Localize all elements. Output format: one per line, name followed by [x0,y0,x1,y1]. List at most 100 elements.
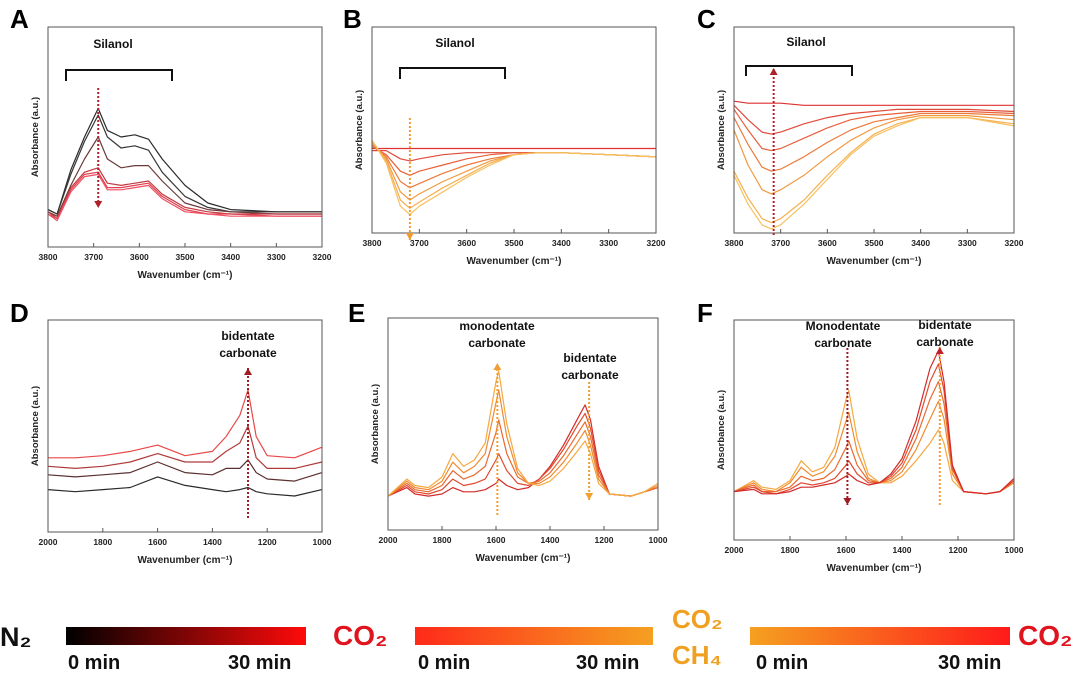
x-tick-label: 1600 [837,545,856,555]
panel-label: E [348,298,365,328]
x-tick-label: 3400 [552,238,571,248]
plot-frame [371,26,657,234]
x-tick-label: 1200 [949,545,968,555]
annotation-label: monodentate [459,319,535,333]
x-tick-label: 3600 [818,238,837,248]
legend-bar2-end: 30 min [576,652,640,674]
legend-co2-left: CO₂ [333,620,388,651]
x-tick-label: 1200 [595,535,614,545]
x-tick-label: 1400 [893,545,912,555]
series-line [733,350,1015,495]
x-tick-label: 1400 [203,537,222,547]
series-line [733,100,1014,106]
x-tick-label: 3400 [911,238,930,248]
legend-ch4-mid: CH₄ [672,640,722,670]
x-tick-label: 3200 [313,252,332,262]
arrow-up-icon [244,368,253,375]
legend-bar2-start: 0 min [418,652,471,674]
panel-a: A 3800 3700 3600 3500 3400 3300 3200 Wavenumber … [10,4,332,281]
series-line [733,116,1015,230]
legend-bar1-start: 0 min [68,652,121,674]
x-tick-label: 1600 [148,537,167,547]
arrow-down-icon [585,493,594,500]
x-tick-label: 3800 [363,238,382,248]
annotation-label: carbonate [814,336,872,350]
series-line [387,389,659,497]
legend-bar-n2-co2 [66,627,306,645]
series-line [47,425,323,469]
panel-label: F [697,298,713,328]
series-line [47,136,322,217]
x-axis-label: Wavenumber (cm⁻¹) [467,256,562,267]
arrow-down-icon [843,498,852,505]
arrow-up-icon [493,363,502,370]
silanol-bracket [399,67,506,79]
x-tick-label: 2000 [39,537,58,547]
annotation-label: Silanol [435,36,474,50]
panel-label: D [10,298,29,328]
arrow-up-icon [769,68,778,75]
x-tick-label: 3300 [958,238,977,248]
x-axis-label: Wavenumber (cm⁻¹) [138,270,233,281]
x-tick-label: 1000 [649,535,668,545]
series-line [387,412,659,497]
series-line [47,114,322,215]
y-axis-label: Absorbance (a.u.) [30,97,41,177]
x-tick-label: 3300 [599,238,618,248]
panel-e: E 2000 1800 1600 1400 1200 1000 Wavenumber (cm⁻… [348,298,668,564]
x-tick-label: 3800 [39,252,58,262]
x-axis-label: Wavenumber (cm⁻¹) [827,563,922,574]
plot-frame [387,317,659,531]
annotation-label: bidentate [221,329,275,343]
annotation-label: bidentate [918,318,972,332]
x-tick-label: 3500 [176,252,195,262]
series-line [48,389,323,459]
x-tick-label: 3600 [457,238,476,248]
series-line [47,173,322,222]
series-line [733,381,1015,495]
x-tick-label: 3600 [130,252,149,262]
series-line [387,419,659,497]
series-line [733,112,1015,172]
annotation-label: Silanol [786,35,825,49]
x-tick-label: 3800 [725,238,744,248]
series-line [47,459,323,482]
panel-label: B [343,4,362,34]
x-tick-label: 2000 [379,535,398,545]
panel-label: C [697,4,716,34]
series-line [371,142,657,201]
arrow-up-icon [935,347,944,354]
annotation-label: carbonate [916,335,974,349]
series-line [733,104,1015,135]
x-tick-label: 3500 [505,238,524,248]
x-axis-label: Wavenumber (cm⁻¹) [827,256,922,267]
series-line [371,139,657,209]
annotation-label: bidentate [563,351,617,365]
y-axis-label: Absorbance (a.u.) [30,386,41,466]
arrow-down-icon [94,201,103,208]
x-axis-label: Wavenumber (cm⁻¹) [138,555,233,566]
annotation-label: carbonate [468,336,526,350]
x-tick-label: 1600 [487,535,506,545]
legend-bar-co2-mix [415,627,653,645]
x-tick-label: 1800 [433,535,452,545]
y-axis-label: Absorbance (a.u.) [354,90,365,170]
x-tick-label: 3200 [647,238,666,248]
series-line [733,400,1015,495]
silanol-bracket [745,65,853,76]
series-line [733,389,1015,495]
series-line [387,370,659,497]
panel-d: D 2000 1800 1600 1400 1200 1000 Wavenumber (cm⁻… [10,298,332,566]
panel-b: B 3800 3700 3600 3500 3400 3300 3200 Wavenumber … [343,4,666,267]
annotation-label: carbonate [219,346,277,360]
y-axis-label: Absorbance (a.u.) [716,90,727,170]
plot-frame [47,319,323,533]
panel-c: C 3800 3700 3600 3500 3400 3300 3200 Wavenumber … [697,4,1024,267]
x-tick-label: 2000 [725,545,744,555]
series-line [733,114,1015,195]
x-tick-label: 1000 [1005,545,1024,555]
annotation-label: Silanol [93,37,132,51]
x-tick-label: 3200 [1005,238,1024,248]
x-tick-label: 1200 [258,537,277,547]
